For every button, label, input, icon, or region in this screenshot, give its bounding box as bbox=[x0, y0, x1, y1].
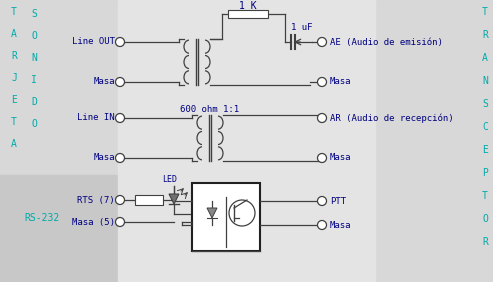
Circle shape bbox=[115, 78, 125, 87]
Text: O: O bbox=[482, 214, 488, 224]
Text: R: R bbox=[482, 237, 488, 247]
Text: T: T bbox=[482, 7, 488, 17]
Text: Line OUT: Line OUT bbox=[72, 38, 115, 47]
Text: R: R bbox=[482, 30, 488, 40]
Text: 600 ohm 1:1: 600 ohm 1:1 bbox=[180, 105, 240, 114]
Text: I: I bbox=[31, 75, 37, 85]
Text: E: E bbox=[11, 95, 17, 105]
Circle shape bbox=[317, 78, 326, 87]
Text: O: O bbox=[31, 31, 37, 41]
Text: Masa: Masa bbox=[94, 78, 115, 87]
Bar bbox=[228, 10, 268, 18]
Text: A: A bbox=[482, 53, 488, 63]
Text: C: C bbox=[482, 122, 488, 132]
Text: A: A bbox=[11, 139, 17, 149]
Text: AR (Audio de recepción): AR (Audio de recepción) bbox=[330, 113, 454, 123]
Text: 1 uF: 1 uF bbox=[291, 23, 313, 32]
Text: J: J bbox=[11, 73, 17, 83]
Text: R: R bbox=[11, 51, 17, 61]
Text: A: A bbox=[11, 29, 17, 39]
Circle shape bbox=[317, 38, 326, 47]
Text: LED: LED bbox=[163, 175, 177, 184]
Circle shape bbox=[115, 217, 125, 226]
Circle shape bbox=[115, 113, 125, 122]
Bar bbox=[0, 175, 118, 282]
Polygon shape bbox=[169, 194, 179, 204]
Text: RS-232: RS-232 bbox=[24, 213, 60, 223]
Text: 4N37: 4N37 bbox=[214, 187, 238, 197]
Text: S: S bbox=[31, 9, 37, 19]
Text: Masa (5): Masa (5) bbox=[72, 217, 115, 226]
Text: 5: 5 bbox=[252, 221, 257, 230]
Text: O: O bbox=[31, 119, 37, 129]
Bar bbox=[0, 0, 118, 175]
Text: 6: 6 bbox=[252, 197, 257, 206]
Text: 3: 3 bbox=[195, 239, 200, 248]
Circle shape bbox=[317, 153, 326, 162]
Text: 4: 4 bbox=[252, 239, 257, 248]
Text: PTT: PTT bbox=[330, 197, 346, 206]
Text: RTS (7): RTS (7) bbox=[77, 195, 115, 204]
Circle shape bbox=[317, 113, 326, 122]
Text: N: N bbox=[31, 53, 37, 63]
Text: Masa: Masa bbox=[330, 221, 352, 230]
Polygon shape bbox=[207, 208, 217, 218]
Text: D: D bbox=[31, 97, 37, 107]
Bar bbox=[375, 0, 493, 282]
Text: T: T bbox=[11, 117, 17, 127]
Circle shape bbox=[317, 197, 326, 206]
Text: Masa: Masa bbox=[330, 78, 352, 87]
Text: N: N bbox=[482, 76, 488, 86]
Text: Line IN: Line IN bbox=[77, 113, 115, 122]
Text: T: T bbox=[11, 7, 17, 17]
Bar bbox=[118, 0, 375, 282]
Circle shape bbox=[115, 195, 125, 204]
Circle shape bbox=[115, 38, 125, 47]
Bar bbox=[192, 183, 260, 251]
Text: AE (Audio de emisión): AE (Audio de emisión) bbox=[330, 38, 443, 47]
Circle shape bbox=[317, 221, 326, 230]
Text: Masa: Masa bbox=[94, 153, 115, 162]
Text: 430: 430 bbox=[142, 195, 156, 204]
Circle shape bbox=[115, 153, 125, 162]
Text: S: S bbox=[482, 99, 488, 109]
Text: 2: 2 bbox=[195, 221, 200, 230]
Text: T: T bbox=[482, 191, 488, 201]
Text: 1 K: 1 K bbox=[239, 1, 257, 11]
Text: Masa: Masa bbox=[330, 153, 352, 162]
Text: P: P bbox=[482, 168, 488, 178]
Text: 1: 1 bbox=[195, 197, 200, 206]
Bar bbox=[135, 195, 163, 205]
Text: E: E bbox=[482, 145, 488, 155]
